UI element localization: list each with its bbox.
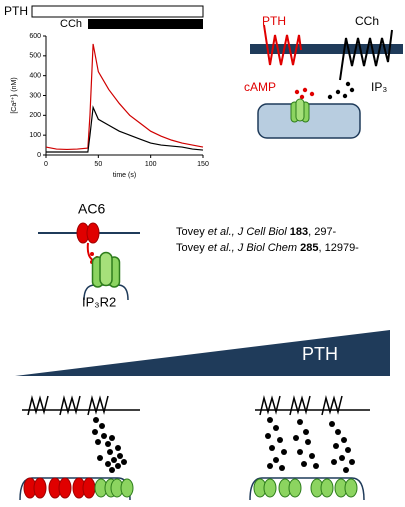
ip3-dot — [109, 435, 115, 441]
ip3-dot — [343, 467, 349, 473]
ip3-dot — [297, 449, 303, 455]
ip3-dot — [303, 429, 309, 435]
y-tick-label: 0 — [37, 152, 41, 159]
ip3-dot — [95, 439, 101, 445]
middle-diagram: AC6 IP₃R2 — [38, 201, 140, 309]
references: Tovey et al., J Cell Biol 183, 297- Tove… — [176, 226, 359, 254]
ip3-dot — [109, 467, 115, 473]
bar-label: CCh — [60, 18, 82, 30]
pth-bar — [31, 5, 204, 18]
ip3-dot — [111, 457, 117, 463]
y-tick-label: 300 — [29, 92, 41, 99]
ip3-dot — [349, 459, 355, 465]
receptor — [263, 24, 302, 66]
line-chart: 0 100 200 300 400 500 600 0 50 100 150 time (s) [Ca²… — [11, 33, 209, 179]
series-line — [45, 43, 204, 151]
x-tick-label: 50 — [94, 161, 102, 168]
label: AC6 — [78, 201, 105, 217]
ip3-dot — [273, 425, 279, 431]
ip3-dot — [281, 449, 287, 455]
x-tick-label: 0 — [44, 161, 48, 168]
y-tick-label: 400 — [29, 73, 41, 80]
bar-label: PTH — [4, 4, 28, 18]
ip3-dot — [101, 433, 107, 439]
y-tick-label: 100 — [29, 132, 41, 139]
ip3-dot — [341, 437, 347, 443]
ip3-dot — [267, 463, 273, 469]
ip3-dot — [105, 461, 111, 467]
label: CCh — [355, 14, 379, 28]
ac6 — [76, 222, 100, 244]
top-diagram: PTH CCh cAMP IP₃ — [244, 14, 403, 139]
ip3-dot — [269, 445, 275, 451]
ip3-dot — [293, 435, 299, 441]
ip3-dot — [265, 433, 271, 439]
cch-bar — [88, 19, 203, 29]
ip3-dot — [333, 443, 339, 449]
ip3-dot — [92, 429, 98, 435]
ip3-dot — [121, 459, 127, 465]
ip3-dot — [277, 437, 283, 443]
label: cAMP — [244, 80, 276, 94]
ip3-dot — [267, 417, 273, 423]
ip3-dot — [279, 465, 285, 471]
gradient-label: PTH — [302, 344, 338, 364]
ip3-dot — [273, 457, 279, 463]
y-tick-label: 200 — [29, 112, 41, 119]
ip3-dot — [345, 447, 351, 453]
ip3-dot — [339, 455, 345, 461]
bottom-left — [19, 395, 140, 501]
y-axis-label: [Ca²⁺]ᵢ (nM) — [11, 77, 18, 113]
receptor — [339, 29, 393, 81]
ip3-dot — [313, 463, 319, 469]
label: IP₃ — [371, 80, 387, 94]
ip3-dot — [305, 439, 311, 445]
ip3-dot — [331, 459, 337, 465]
ip3-dot — [105, 441, 111, 447]
ip3-dot — [301, 461, 307, 467]
x-tick-label: 150 — [197, 161, 209, 168]
gradient-wedge — [15, 330, 390, 376]
x-axis-label: time (s) — [113, 172, 136, 179]
ip3r — [290, 98, 310, 123]
series-line — [46, 105, 204, 153]
y-tick-label: 500 — [29, 53, 41, 60]
ip3-dot — [117, 453, 123, 459]
ip3-dot — [107, 449, 113, 455]
ip3-dot — [329, 421, 335, 427]
ip3-dots — [327, 81, 355, 100]
x-tick-label: 100 — [145, 161, 157, 168]
ip3-dot — [93, 417, 99, 423]
ip3r — [91, 251, 121, 288]
ip3-dot — [297, 419, 303, 425]
reference: Tovey et al., J Cell Biol 183, 297- — [176, 226, 337, 238]
camp-dots — [294, 87, 315, 100]
ip3-dot — [99, 423, 105, 429]
ip3-dot — [115, 463, 121, 469]
reference: Tovey et al., J Biol Chem 285, 12979- — [176, 242, 359, 254]
ip3-dot — [309, 453, 315, 459]
label: PTH — [262, 14, 286, 28]
y-tick-label: 600 — [29, 33, 41, 40]
label: IP₃R2 — [82, 294, 116, 309]
ip3-dot — [97, 455, 103, 461]
ip3-dot — [335, 429, 341, 435]
ip3-dot — [115, 445, 121, 451]
membrane — [250, 44, 403, 54]
bottom-right — [249, 395, 370, 501]
